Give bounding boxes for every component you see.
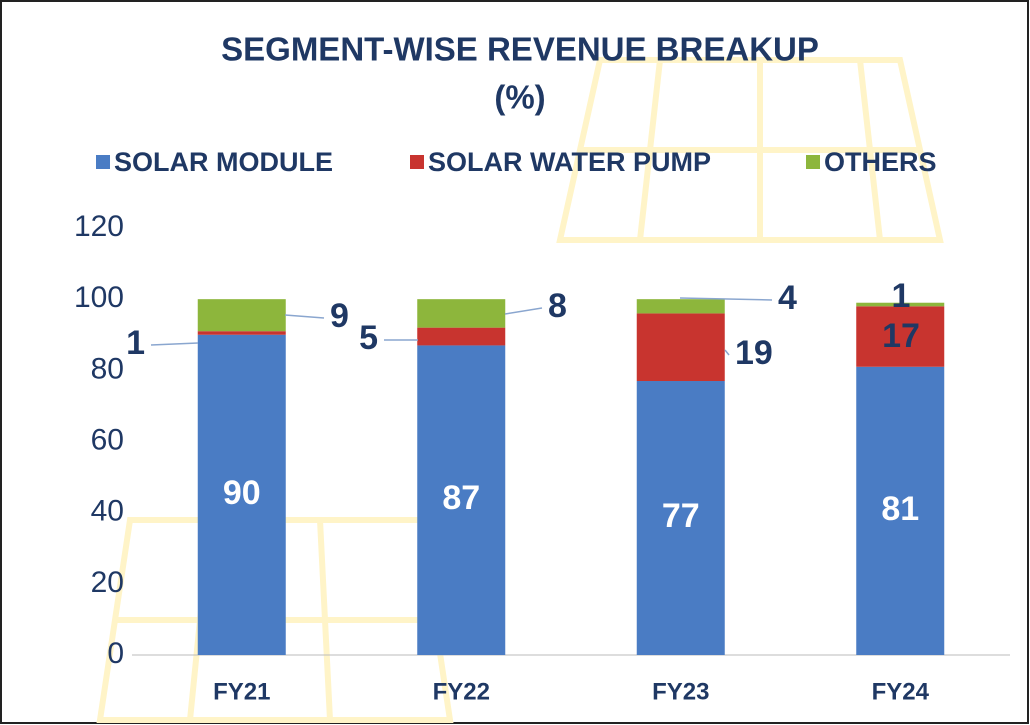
y-tick-label: 120	[74, 210, 124, 243]
data-label: 90	[223, 474, 261, 512]
data-label: 1	[892, 277, 911, 315]
legend-swatch	[96, 155, 110, 169]
data-label: 8	[548, 287, 567, 325]
data-label: 5	[359, 319, 378, 357]
bar-segment	[417, 328, 505, 346]
data-label: 81	[881, 490, 919, 528]
bar-segment	[198, 299, 286, 331]
y-tick-label: 40	[91, 495, 124, 528]
chart-title: SEGMENT-WISE REVENUE BREAKUP	[221, 31, 819, 68]
legend-label: OTHERS	[824, 147, 937, 177]
data-label: 17	[882, 317, 920, 355]
data-label: 4	[778, 279, 797, 317]
chart-subtitle: (%)	[494, 79, 545, 116]
legend-swatch	[410, 155, 424, 169]
x-tick-label: FY21	[213, 678, 270, 705]
y-tick-label: 80	[91, 352, 124, 385]
y-tick-label: 60	[91, 423, 124, 456]
legend-swatch	[806, 155, 820, 169]
x-tick-label: FY22	[433, 678, 490, 705]
x-tick-label: FY24	[872, 678, 930, 705]
data-label: 19	[735, 334, 773, 372]
bar-segment	[417, 299, 505, 327]
y-tick-label: 20	[91, 566, 124, 599]
data-label: 9	[330, 297, 349, 335]
data-label: 77	[662, 497, 700, 535]
bar-segment	[637, 299, 725, 313]
bar-segment	[198, 331, 286, 335]
legend-label: SOLAR WATER PUMP	[428, 147, 711, 177]
legend-label: SOLAR MODULE	[114, 147, 333, 177]
y-tick-label: 0	[107, 637, 124, 670]
data-label: 87	[442, 479, 480, 517]
x-tick-label: FY23	[652, 678, 709, 705]
bar-segment	[637, 313, 725, 381]
chart: SEGMENT-WISE REVENUE BREAKUP (%) 0 20 40 60…	[0, 0, 1030, 725]
data-label: 1	[126, 324, 145, 362]
y-tick-label: 100	[74, 281, 124, 314]
